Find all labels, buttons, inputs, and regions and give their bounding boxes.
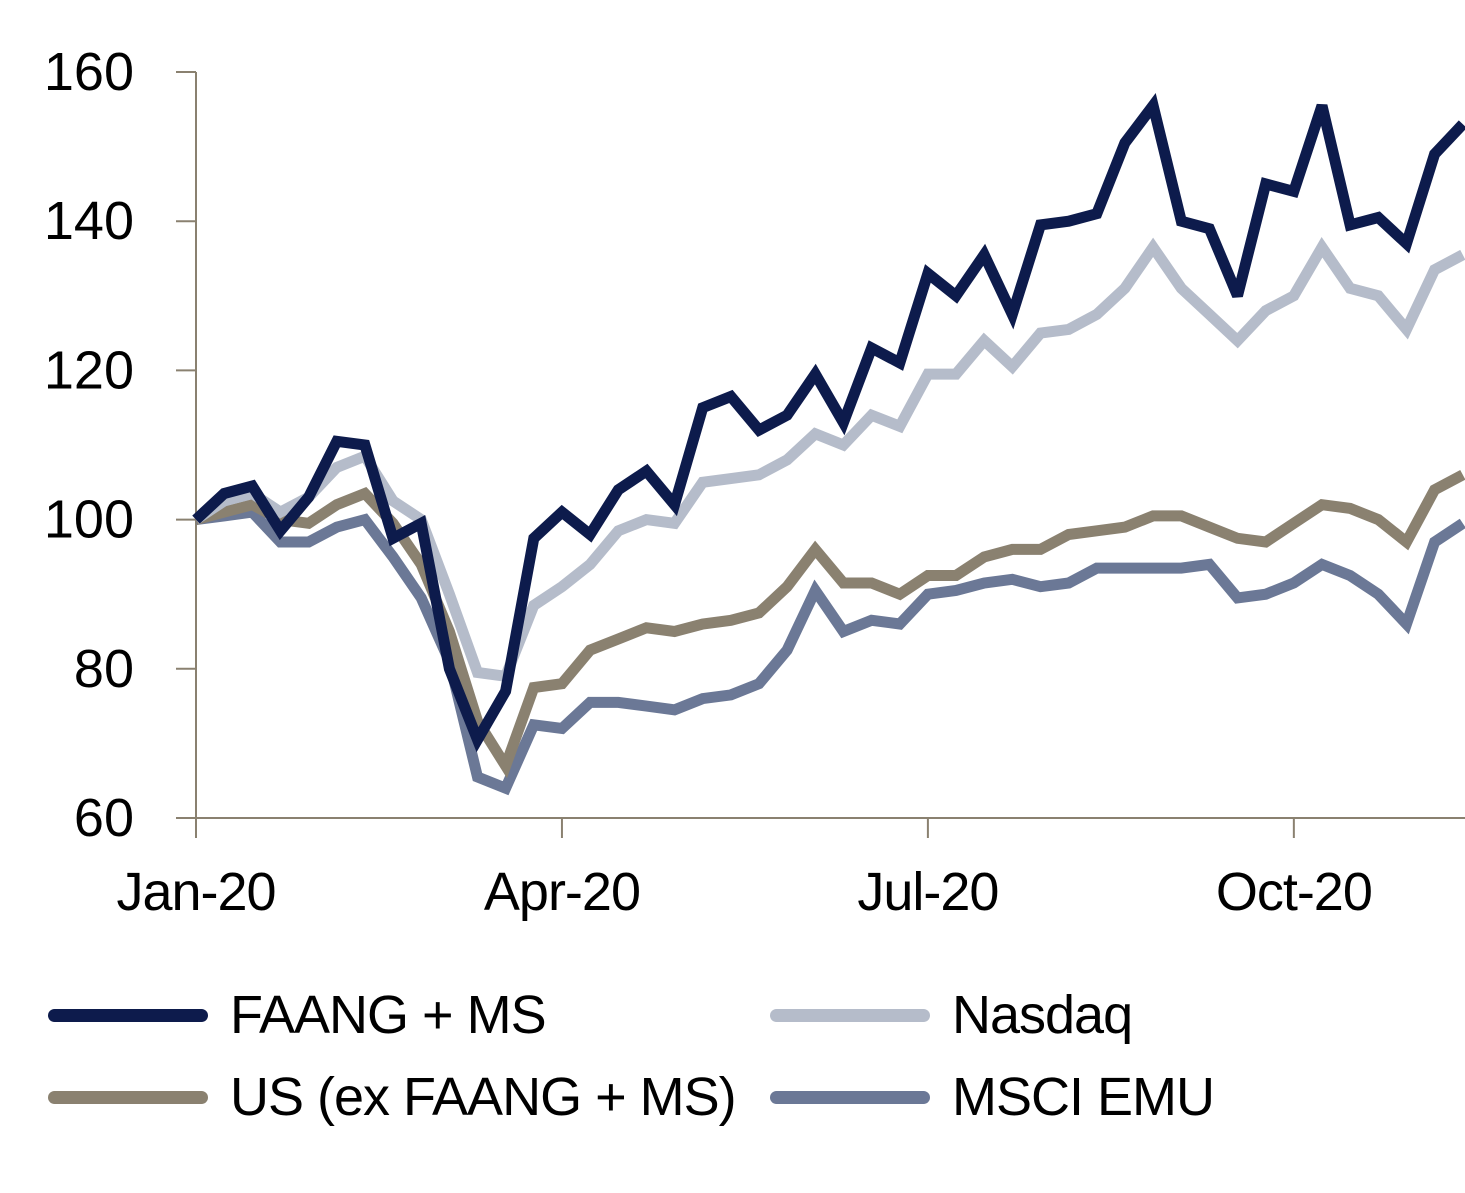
legend-item-faang-ms: FAANG + MS: [48, 975, 547, 1055]
y-tick-label-80: 80: [74, 639, 134, 699]
series-line-msci-emu: [195, 506, 1465, 796]
tick-labels: 60 80 100 120 140 160 Jan-20 Apr-20 Jul-20 Oct-20: [44, 42, 1373, 922]
y-tick-label-140: 140: [44, 191, 134, 251]
x-tick-label-Jul-20: Jul-20: [857, 862, 998, 922]
y-tick-label-100: 100: [44, 490, 134, 550]
legend-swatch-nasdaq: [770, 1008, 930, 1022]
x-tick-label-Oct-20: Oct-20: [1216, 862, 1372, 922]
series-line-us-ex-faang-ms: [194, 469, 1465, 779]
legend-swatch-us-ex-faang-ms: [48, 1090, 208, 1104]
legend-item-us-ex-faang-ms: US (ex FAANG + MS): [48, 1057, 737, 1137]
legend-label-msci-emu: MSCI EMU: [952, 1067, 1215, 1127]
legend-label-nasdaq: Nasdaq: [952, 985, 1133, 1045]
y-tick-label-160: 160: [44, 42, 134, 102]
y-tick-label-60: 60: [74, 788, 134, 848]
series-lines: [192, 93, 1465, 796]
legend-label-us-ex-faang-ms: US (ex FAANG + MS): [230, 1067, 737, 1127]
legend-label-faang-ms: FAANG + MS: [230, 985, 547, 1045]
y-tick-label-120: 120: [44, 340, 134, 400]
series-line-faang-ms: [192, 93, 1465, 753]
x-tick-label-Jan-20: Jan-20: [116, 862, 275, 922]
legend-item-nasdaq: Nasdaq: [770, 975, 1133, 1055]
series-line-nasdaq: [192, 237, 1465, 683]
x-tick-label-Apr-20: Apr-20: [484, 862, 640, 922]
legend-swatch-faang-ms: [48, 1008, 208, 1022]
legend-swatch-msci-emu: [770, 1090, 930, 1104]
legend: FAANG + MS Nasdaq US (ex FAANG + MS) MSC…: [0, 975, 1465, 1155]
axes: [176, 71, 1465, 838]
legend-item-msci-emu: MSCI EMU: [770, 1057, 1215, 1137]
